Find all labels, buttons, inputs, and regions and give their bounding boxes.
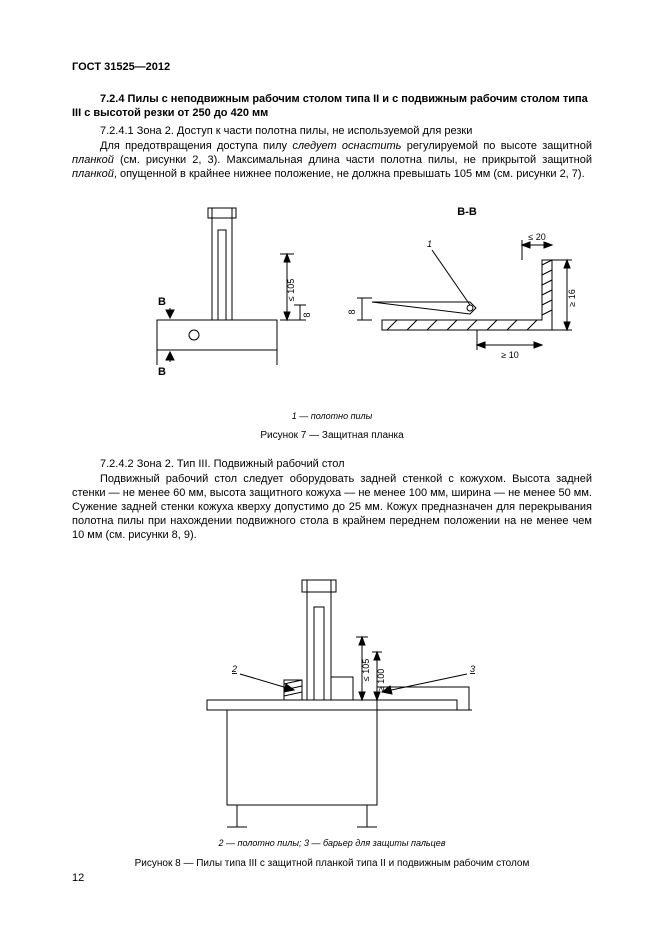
section-arrow-b-bot: В xyxy=(158,366,166,378)
figure-8-legend: 2 — полотно пилы; 3 — барьер для защиты … xyxy=(72,838,592,850)
page-number: 12 xyxy=(72,871,84,885)
t: , опущенной в крайнее нижнее положение, … xyxy=(114,168,585,180)
t: планкой xyxy=(72,154,114,166)
dim-8b: 8 xyxy=(347,309,357,314)
t: (см. рисунки 2, 3). Максимальная длина ч… xyxy=(114,154,592,166)
para-7-2-4-2-head: 7.2.4.2 Зона 2. Тип III. Подвижный рабоч… xyxy=(72,457,592,471)
section-7-2-4-heading: 7.2.4 Пилы с неподвижным рабочим столом … xyxy=(72,92,592,120)
para-7-2-4-1: 7.2.4.1 Зона 2. Доступ к части полотна п… xyxy=(72,124,592,138)
t: Подвижный рабочий стол следует оборудова… xyxy=(72,473,592,541)
dim-100: ≥ 100 xyxy=(376,669,386,691)
para-7-2-4-2-body: Подвижный рабочий стол следует оборудова… xyxy=(72,472,592,542)
t: планкой xyxy=(72,168,114,180)
figure-7-svg: В В В-В ≤ 105 8 1 ≤ 20 ≥ 16 ≥ 10 8 xyxy=(72,190,592,405)
figure-8-svg: 2 3 ≤ 105 ≥ 100 xyxy=(72,552,592,832)
figure-8: 2 3 ≤ 105 ≥ 100 xyxy=(72,552,592,832)
heading-text: Пилы с неподвижным рабочим столом типа I… xyxy=(72,93,588,119)
t: Для предотвращения доступа пилу xyxy=(100,140,292,152)
figure-7-caption: Рисунок 7 — Защитная планка xyxy=(72,430,592,443)
callout-1: 1 xyxy=(427,239,432,249)
dim-20: ≤ 20 xyxy=(528,232,545,242)
callout-3: 3 xyxy=(470,664,475,674)
content-area: ГОСТ 31525—2012 7.2.4 Пилы с неподвижным… xyxy=(72,60,592,885)
dim-105b: ≤ 105 xyxy=(361,659,371,681)
section-arrow-b-top: В xyxy=(158,296,166,308)
dim-10: ≥ 10 xyxy=(501,350,518,360)
figure-8-caption: Рисунок 8 — Пилы типа III с защитной пла… xyxy=(72,858,592,871)
figure-7-legend: 1 — полотно пилы xyxy=(72,411,592,423)
figure-7: В В В-В ≤ 105 8 1 ≤ 20 ≥ 16 ≥ 10 8 xyxy=(72,190,592,405)
dim-16: ≥ 16 xyxy=(567,289,577,306)
dim-105: ≤ 105 xyxy=(286,278,296,300)
t: 7.2.4.2 Зона 2. Тип III. Подвижный рабоч… xyxy=(100,458,345,470)
t: следует оснастить xyxy=(292,140,401,152)
page: ГОСТ 31525—2012 7.2.4 Пилы с неподвижным… xyxy=(0,0,661,935)
para-7-2-4-1-body: Для предотвращения доступа пилу следует … xyxy=(72,139,592,181)
section-label-bb: В-В xyxy=(457,206,477,218)
t: регулируемой по высоте защитной xyxy=(401,140,592,152)
para-text: 7.2.4.1 Зона 2. Доступ к части полотна п… xyxy=(100,125,472,137)
dim-8: 8 xyxy=(302,312,312,317)
callout-2: 2 xyxy=(231,664,237,674)
document-code: ГОСТ 31525—2012 xyxy=(72,60,592,74)
heading-prefix: 7.2.4 xyxy=(100,93,128,105)
